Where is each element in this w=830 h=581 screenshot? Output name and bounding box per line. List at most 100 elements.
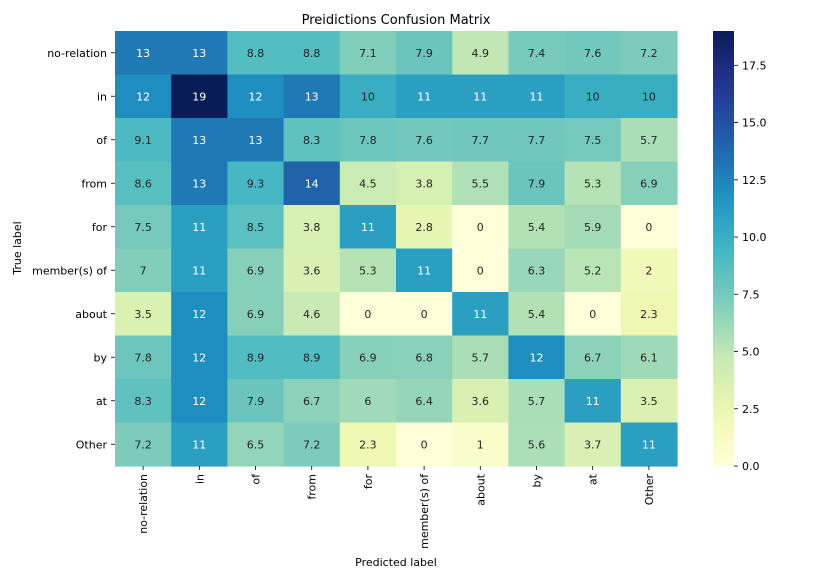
- heatmap-cell: [171, 161, 228, 206]
- heatmap-cell: [283, 161, 341, 206]
- y-tick-label: by: [94, 351, 108, 364]
- heatmap-cell: [508, 205, 566, 250]
- heatmap-cell: [564, 118, 622, 163]
- heatmap-cell: [396, 205, 453, 250]
- colorbar-tick-label: 15.0: [742, 117, 767, 130]
- heatmap-cell: [396, 161, 453, 206]
- cell-value-label: 8.6: [134, 177, 152, 190]
- cell-value-label: 13: [249, 134, 263, 147]
- cell-value-label: 0: [589, 308, 596, 321]
- heatmap-cell: [508, 292, 566, 337]
- heatmap-cell: [396, 118, 453, 163]
- heatmap-cell: [115, 31, 172, 76]
- cell-value-label: 0: [477, 221, 484, 234]
- cell-value-label: 11: [642, 438, 656, 451]
- cell-value-label: 0: [421, 438, 428, 451]
- heatmap-cell: [171, 379, 228, 424]
- heatmap-cell: [115, 205, 172, 250]
- heatmap-cell: [339, 422, 397, 467]
- y-tick-label: for: [92, 221, 108, 234]
- cell-value-label: 8.8: [303, 47, 321, 60]
- heatmap-cell: [620, 422, 678, 467]
- cell-value-label: 8.8: [247, 47, 265, 60]
- heatmap-cell: [396, 292, 453, 337]
- y-tick-label: at: [96, 395, 108, 408]
- cell-value-label: 6.1: [640, 351, 658, 364]
- y-axis-label: True label: [11, 221, 24, 275]
- cell-value-label: 2.8: [415, 221, 433, 234]
- heatmap-cell: [508, 422, 566, 467]
- cell-value-label: 3.5: [134, 308, 152, 321]
- heatmap-cell: [171, 118, 228, 163]
- heatmap-cell: [620, 248, 678, 293]
- heatmap-cell: [339, 161, 397, 206]
- y-tick-label: member(s) of: [32, 264, 108, 277]
- heatmap-cell: [339, 335, 397, 380]
- cell-value-label: 11: [473, 308, 487, 321]
- cell-value-label: 5.7: [528, 395, 546, 408]
- heatmap-cell: [620, 335, 678, 380]
- cell-value-label: 7.5: [134, 221, 152, 234]
- cell-value-label: 3.8: [303, 221, 321, 234]
- cell-value-label: 11: [192, 264, 206, 277]
- cell-value-label: 13: [192, 177, 206, 190]
- cell-value-label: 10: [361, 90, 375, 103]
- heatmap-cell: [115, 422, 172, 467]
- cell-value-label: 12: [249, 90, 263, 103]
- heatmap-cell: [564, 161, 622, 206]
- y-axis: no-relation in of from for member(s) of about b…: [32, 47, 115, 451]
- heatmap-cell: [115, 74, 172, 119]
- heatmap-cell: [227, 335, 285, 380]
- heatmap-cell: [339, 292, 397, 337]
- cell-value-label: 5.7: [472, 351, 490, 364]
- cell-value-label: 7: [140, 264, 147, 277]
- colorbar-tick-label: 5.0: [742, 346, 760, 359]
- heatmap-cell: [564, 335, 622, 380]
- cell-value-label: 6: [364, 395, 371, 408]
- heatmap-cell: [171, 335, 228, 380]
- cell-value-label: 6.7: [303, 395, 321, 408]
- cell-value-label: 3.6: [303, 264, 321, 277]
- heatmap-cells: [115, 31, 678, 467]
- cell-value-label: 0: [421, 308, 428, 321]
- heatmap-cell: [283, 31, 341, 76]
- cell-value-label: 7.2: [134, 438, 152, 451]
- cell-value-label: 11: [417, 90, 431, 103]
- cell-value-label: 4.6: [303, 308, 321, 321]
- heatmap-cell: [171, 74, 228, 119]
- colorbar-tick-label: 0.0: [742, 460, 760, 473]
- cell-value-label: 8.3: [134, 395, 152, 408]
- heatmap-cell: [283, 74, 341, 119]
- y-tick-label: of: [96, 134, 108, 147]
- cell-value-label: 6.4: [415, 395, 433, 408]
- x-tick-label: of: [250, 473, 263, 485]
- cell-value-label: 0: [477, 264, 484, 277]
- heatmap-cell: [452, 379, 509, 424]
- heatmap-cell: [620, 118, 678, 163]
- heatmap-cell: [339, 118, 397, 163]
- x-tick-label: member(s) of: [418, 473, 431, 549]
- heatmap-cell: [508, 118, 566, 163]
- x-tick-label: at: [587, 473, 600, 485]
- heatmap-cell: [339, 379, 397, 424]
- heatmap-cell: [171, 205, 228, 250]
- cell-value-label: 13: [305, 90, 319, 103]
- heatmap-cell: [508, 335, 566, 380]
- colorbar-ticks: 0.0 2.5 5.0 7.5 10.0 12.5 15.0 17.5: [734, 59, 767, 473]
- heatmap-cell: [339, 74, 397, 119]
- heatmap-cell: [452, 74, 509, 119]
- cell-value-label: 5.4: [528, 308, 546, 321]
- x-tick-label: Other: [643, 474, 656, 506]
- colorbar-tick-label: 7.5: [742, 288, 760, 301]
- y-tick-label: in: [97, 90, 107, 103]
- cell-value-label: 8.9: [247, 351, 265, 364]
- heatmap-cell: [115, 161, 172, 206]
- cell-value-label: 11: [417, 264, 431, 277]
- cell-value-label: 11: [192, 221, 206, 234]
- heatmap-cell: [508, 31, 566, 76]
- cell-value-label: 8.5: [247, 221, 265, 234]
- cell-value-label: 6.9: [247, 264, 265, 277]
- cell-value-label: 12: [192, 395, 206, 408]
- cell-value-label: 12: [192, 351, 206, 364]
- heatmap-cell: [227, 422, 285, 467]
